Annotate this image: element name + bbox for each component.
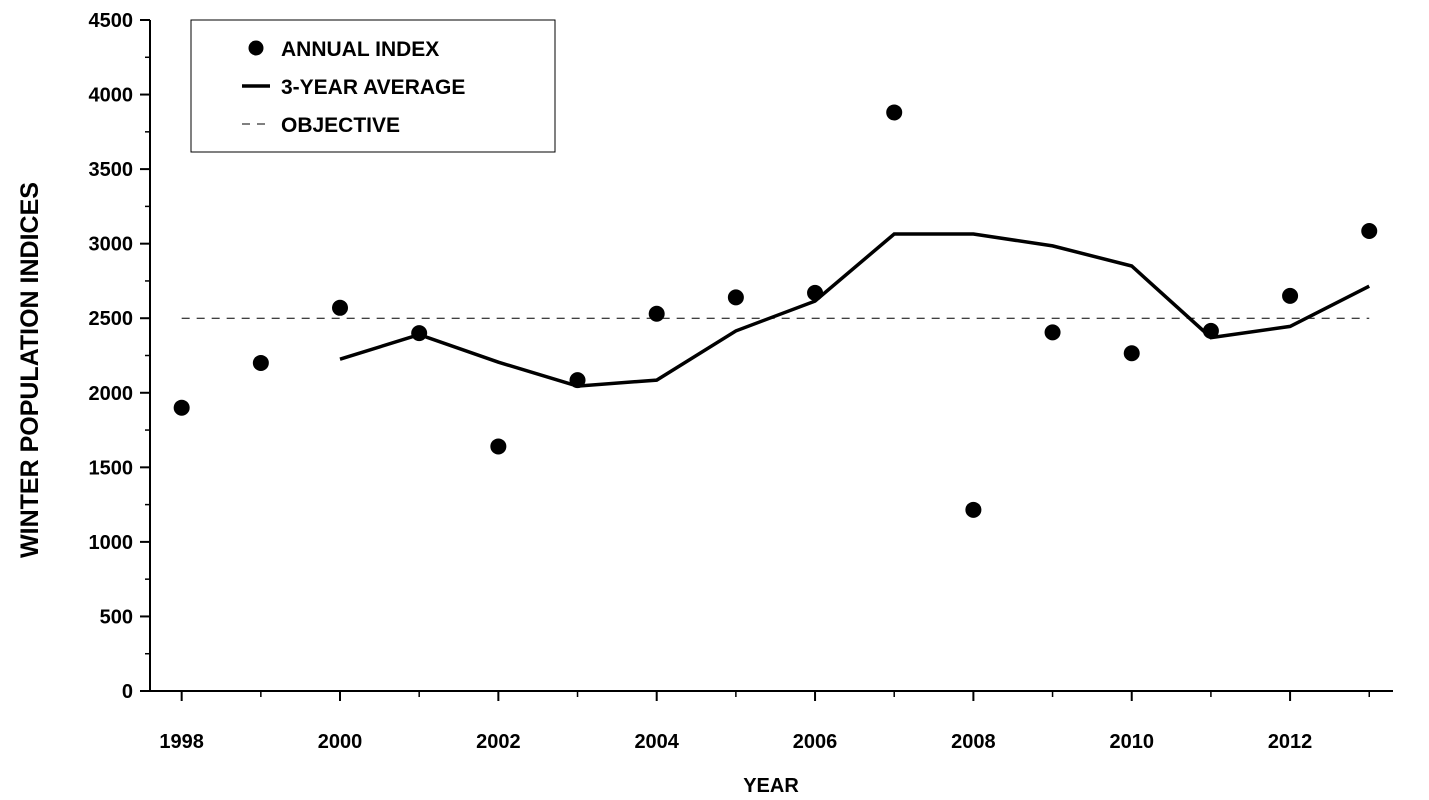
y-tick-label: 3500 bbox=[89, 159, 134, 181]
three-year-average-line bbox=[339, 232, 1370, 388]
annual-index-point bbox=[886, 104, 903, 121]
legend: ANNUAL INDEX 3-YEAR AVERAGE OBJECTIVE bbox=[190, 19, 556, 153]
x-tick-label: 2012 bbox=[1268, 731, 1313, 753]
annual-index-point bbox=[332, 299, 349, 316]
legend-label-annual-index: ANNUAL INDEX bbox=[281, 38, 439, 61]
annual-index-point bbox=[411, 325, 428, 342]
legend-label-objective: OBJECTIVE bbox=[281, 114, 400, 137]
y-tick-label: 3000 bbox=[89, 234, 134, 256]
legend-label-3-year-average: 3-YEAR AVERAGE bbox=[281, 76, 465, 99]
y-tick-label: 500 bbox=[100, 606, 133, 628]
y-tick-label: 0 bbox=[122, 681, 133, 703]
y-tick-label: 2500 bbox=[89, 308, 134, 330]
annual-index-point bbox=[648, 305, 665, 322]
y-tick-label: 4500 bbox=[89, 10, 134, 32]
x-tick-label: 1998 bbox=[159, 731, 204, 753]
annual-index-point bbox=[807, 284, 824, 301]
x-tick-label: 2010 bbox=[1109, 731, 1154, 753]
annual-index-point bbox=[490, 438, 507, 455]
legend-marker-annual-index bbox=[248, 40, 264, 56]
annual-index-point bbox=[1361, 222, 1378, 239]
x-tick-label: 2006 bbox=[793, 731, 838, 753]
x-tick-label: 2008 bbox=[951, 731, 996, 753]
y-tick-label: 1500 bbox=[89, 457, 134, 479]
annual-index-point bbox=[727, 289, 744, 306]
x-ticks: 1998 2000 2002 2004 2006 2008 2010 2012 bbox=[159, 691, 1370, 753]
annual-index-point bbox=[1044, 324, 1061, 341]
annual-index-point bbox=[569, 372, 586, 389]
annual-index-point bbox=[1282, 287, 1299, 304]
y-ticks: 0 500 1000 1500 2000 2500 3000 3500 4000 4500 bbox=[89, 10, 150, 703]
annual-index-point bbox=[173, 399, 190, 416]
y-tick-label: 1000 bbox=[89, 532, 134, 554]
annual-index-point bbox=[965, 501, 982, 518]
y-tick-label: 2000 bbox=[89, 383, 134, 405]
line-layer bbox=[339, 232, 1370, 388]
x-tick-label: 2002 bbox=[476, 731, 521, 753]
y-tick-label: 4000 bbox=[89, 85, 134, 107]
annual-index-point bbox=[252, 354, 269, 371]
points-layer bbox=[173, 104, 1378, 518]
annual-index-point bbox=[1202, 322, 1219, 339]
x-axis-title: YEAR bbox=[743, 775, 799, 797]
x-tick-label: 2000 bbox=[318, 731, 363, 753]
x-tick-label: 2004 bbox=[634, 731, 679, 753]
y-axis-title: WINTER POPULATION INDICES bbox=[16, 182, 44, 558]
annual-index-point bbox=[1123, 345, 1140, 362]
